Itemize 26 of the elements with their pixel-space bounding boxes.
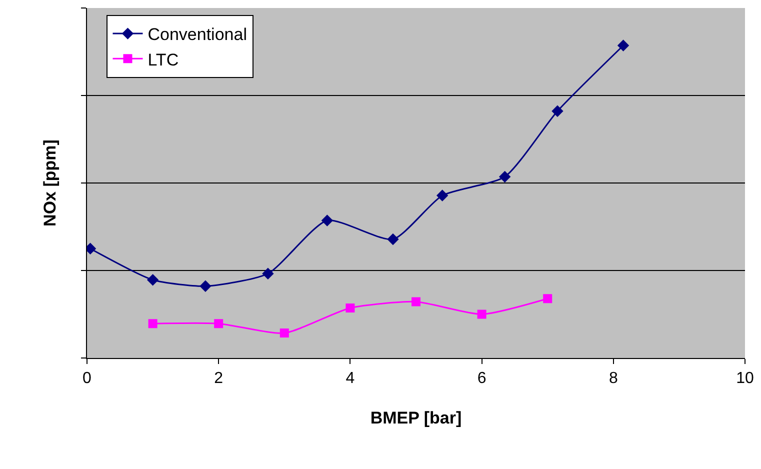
point <box>617 40 630 52</box>
x-tick-label: 8 <box>608 370 618 388</box>
point <box>262 268 274 280</box>
point <box>200 280 212 292</box>
x-tick-label: 2 <box>214 370 224 388</box>
point <box>436 190 448 202</box>
x-tick-label: 10 <box>736 370 754 388</box>
point <box>498 170 511 183</box>
point <box>552 105 564 117</box>
x-tick-label: 4 <box>346 370 355 388</box>
point <box>280 328 289 338</box>
point <box>477 310 486 319</box>
legend-label: Conventional <box>148 25 247 44</box>
point <box>321 214 334 226</box>
point <box>387 233 399 246</box>
point <box>148 319 158 328</box>
x-tick-label: 0 <box>82 370 92 388</box>
point <box>412 297 420 306</box>
x-tick-label: 6 <box>477 370 486 388</box>
y-axis-title: NOx [ppm] <box>40 140 60 226</box>
point <box>146 274 159 286</box>
point <box>543 294 552 304</box>
point <box>214 319 224 328</box>
x-axis-title: BMEP [bar] <box>370 408 462 428</box>
point <box>346 304 355 312</box>
legend-label: LTC <box>148 50 179 70</box>
